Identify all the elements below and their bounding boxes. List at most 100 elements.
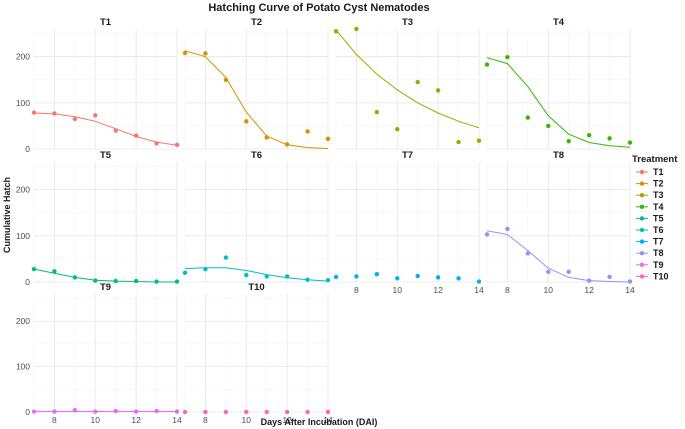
y-tick-label: 100 [16,98,30,108]
data-point [113,278,118,284]
data-point [566,269,571,275]
facet-label: T2 [251,17,262,28]
x-tick-label: 14 [625,285,635,295]
fit-curve [184,267,329,282]
x-tick-label: 10 [242,415,252,425]
legend-label: T2 [653,179,664,189]
legend-label: T8 [653,248,664,258]
facet-t8: T8 8 10 12 14 [484,150,635,295]
data-point [93,113,98,118]
data-point [395,126,400,132]
facet-t2: T2 [182,17,331,150]
data-point [484,62,490,67]
data-point [182,50,188,56]
data-point [546,123,551,129]
data-point [325,277,331,283]
legend-key-point [639,169,645,175]
data-point [31,110,37,115]
facet-t7: T7 8 10 12 14 [333,150,484,295]
data-point [284,142,290,147]
data-point [223,255,229,260]
facet-label: T4 [553,17,565,28]
data-point [72,275,78,280]
facet-t3: T3 [333,17,482,150]
data-point [72,407,78,413]
data-point [284,274,290,279]
x-tick-label: 12 [282,415,292,425]
data-point [223,409,229,415]
facet-t9: T9 0 100 200 8 10 12 14 [16,282,182,425]
legend-item-t9: T9 [636,260,664,270]
data-point [525,251,531,256]
legend-key-point [639,216,645,221]
data-point [31,409,37,414]
data-point [505,226,510,232]
data-point [203,266,208,272]
data-point [415,273,420,279]
data-point [627,140,633,145]
legend-key-point [639,274,645,279]
data-point [305,277,310,282]
facet-t6: T6 [182,150,331,283]
data-point [525,115,531,120]
facet-label: T10 [248,282,264,293]
x-tick-label: 8 [203,415,208,425]
legend-item-t1: T1 [636,167,664,177]
data-point [174,142,180,148]
facet-label: T5 [100,150,112,161]
facet-label: T8 [553,150,564,161]
x-tick-label: 14 [323,415,333,425]
data-point [154,141,159,146]
data-point [154,279,159,284]
y-tick-label: 0 [25,407,30,417]
legend-key-point [639,227,645,233]
y-tick-label: 200 [16,185,30,195]
x-tick-label: 10 [91,415,101,425]
x-tick-label: 8 [505,285,510,295]
x-tick-label: 14 [172,415,182,425]
y-tick-label: 200 [16,52,30,62]
legend-label: T3 [653,190,664,200]
data-point [133,409,139,414]
data-point [586,278,592,283]
data-point [476,279,482,284]
data-point [607,136,612,141]
facet-t4: T4 [484,17,633,150]
data-point [305,129,310,134]
data-point [546,269,551,275]
facet-label: T9 [100,282,111,293]
data-point [333,274,339,280]
data-point [374,271,380,277]
facet-label: T3 [402,17,413,28]
data-point [476,138,482,143]
y-tick-label: 0 [25,144,30,154]
facet-t1: T1 0 100 200 [16,17,180,154]
x-tick-label: 10 [544,285,554,295]
x-tick-label: 10 [393,285,403,295]
facet-label: T6 [251,150,262,161]
data-point [93,278,98,283]
fit-curve [184,50,329,149]
data-point [627,279,633,284]
data-point [607,274,612,280]
data-point [203,51,208,56]
data-point [566,138,571,144]
data-point [284,409,290,415]
legend-label: T6 [653,225,664,235]
data-point [374,109,380,115]
fit-curve [486,230,631,283]
legend-item-t2: T2 [636,179,664,189]
legend-label: T9 [653,260,664,270]
data-point [264,409,269,415]
chart-title: Hatching Curve of Potato Cyst Nematodes [208,2,429,14]
legend-item-t4: T4 [636,202,664,212]
data-point [244,272,249,278]
legend-item-t5: T5 [636,213,664,223]
data-point [264,274,269,279]
data-point [395,276,400,281]
x-tick-label: 8 [354,285,359,295]
data-point [174,409,180,414]
y-tick-label: 0 [25,277,30,287]
facet-t10: T10 8 10 12 14 [182,282,333,425]
